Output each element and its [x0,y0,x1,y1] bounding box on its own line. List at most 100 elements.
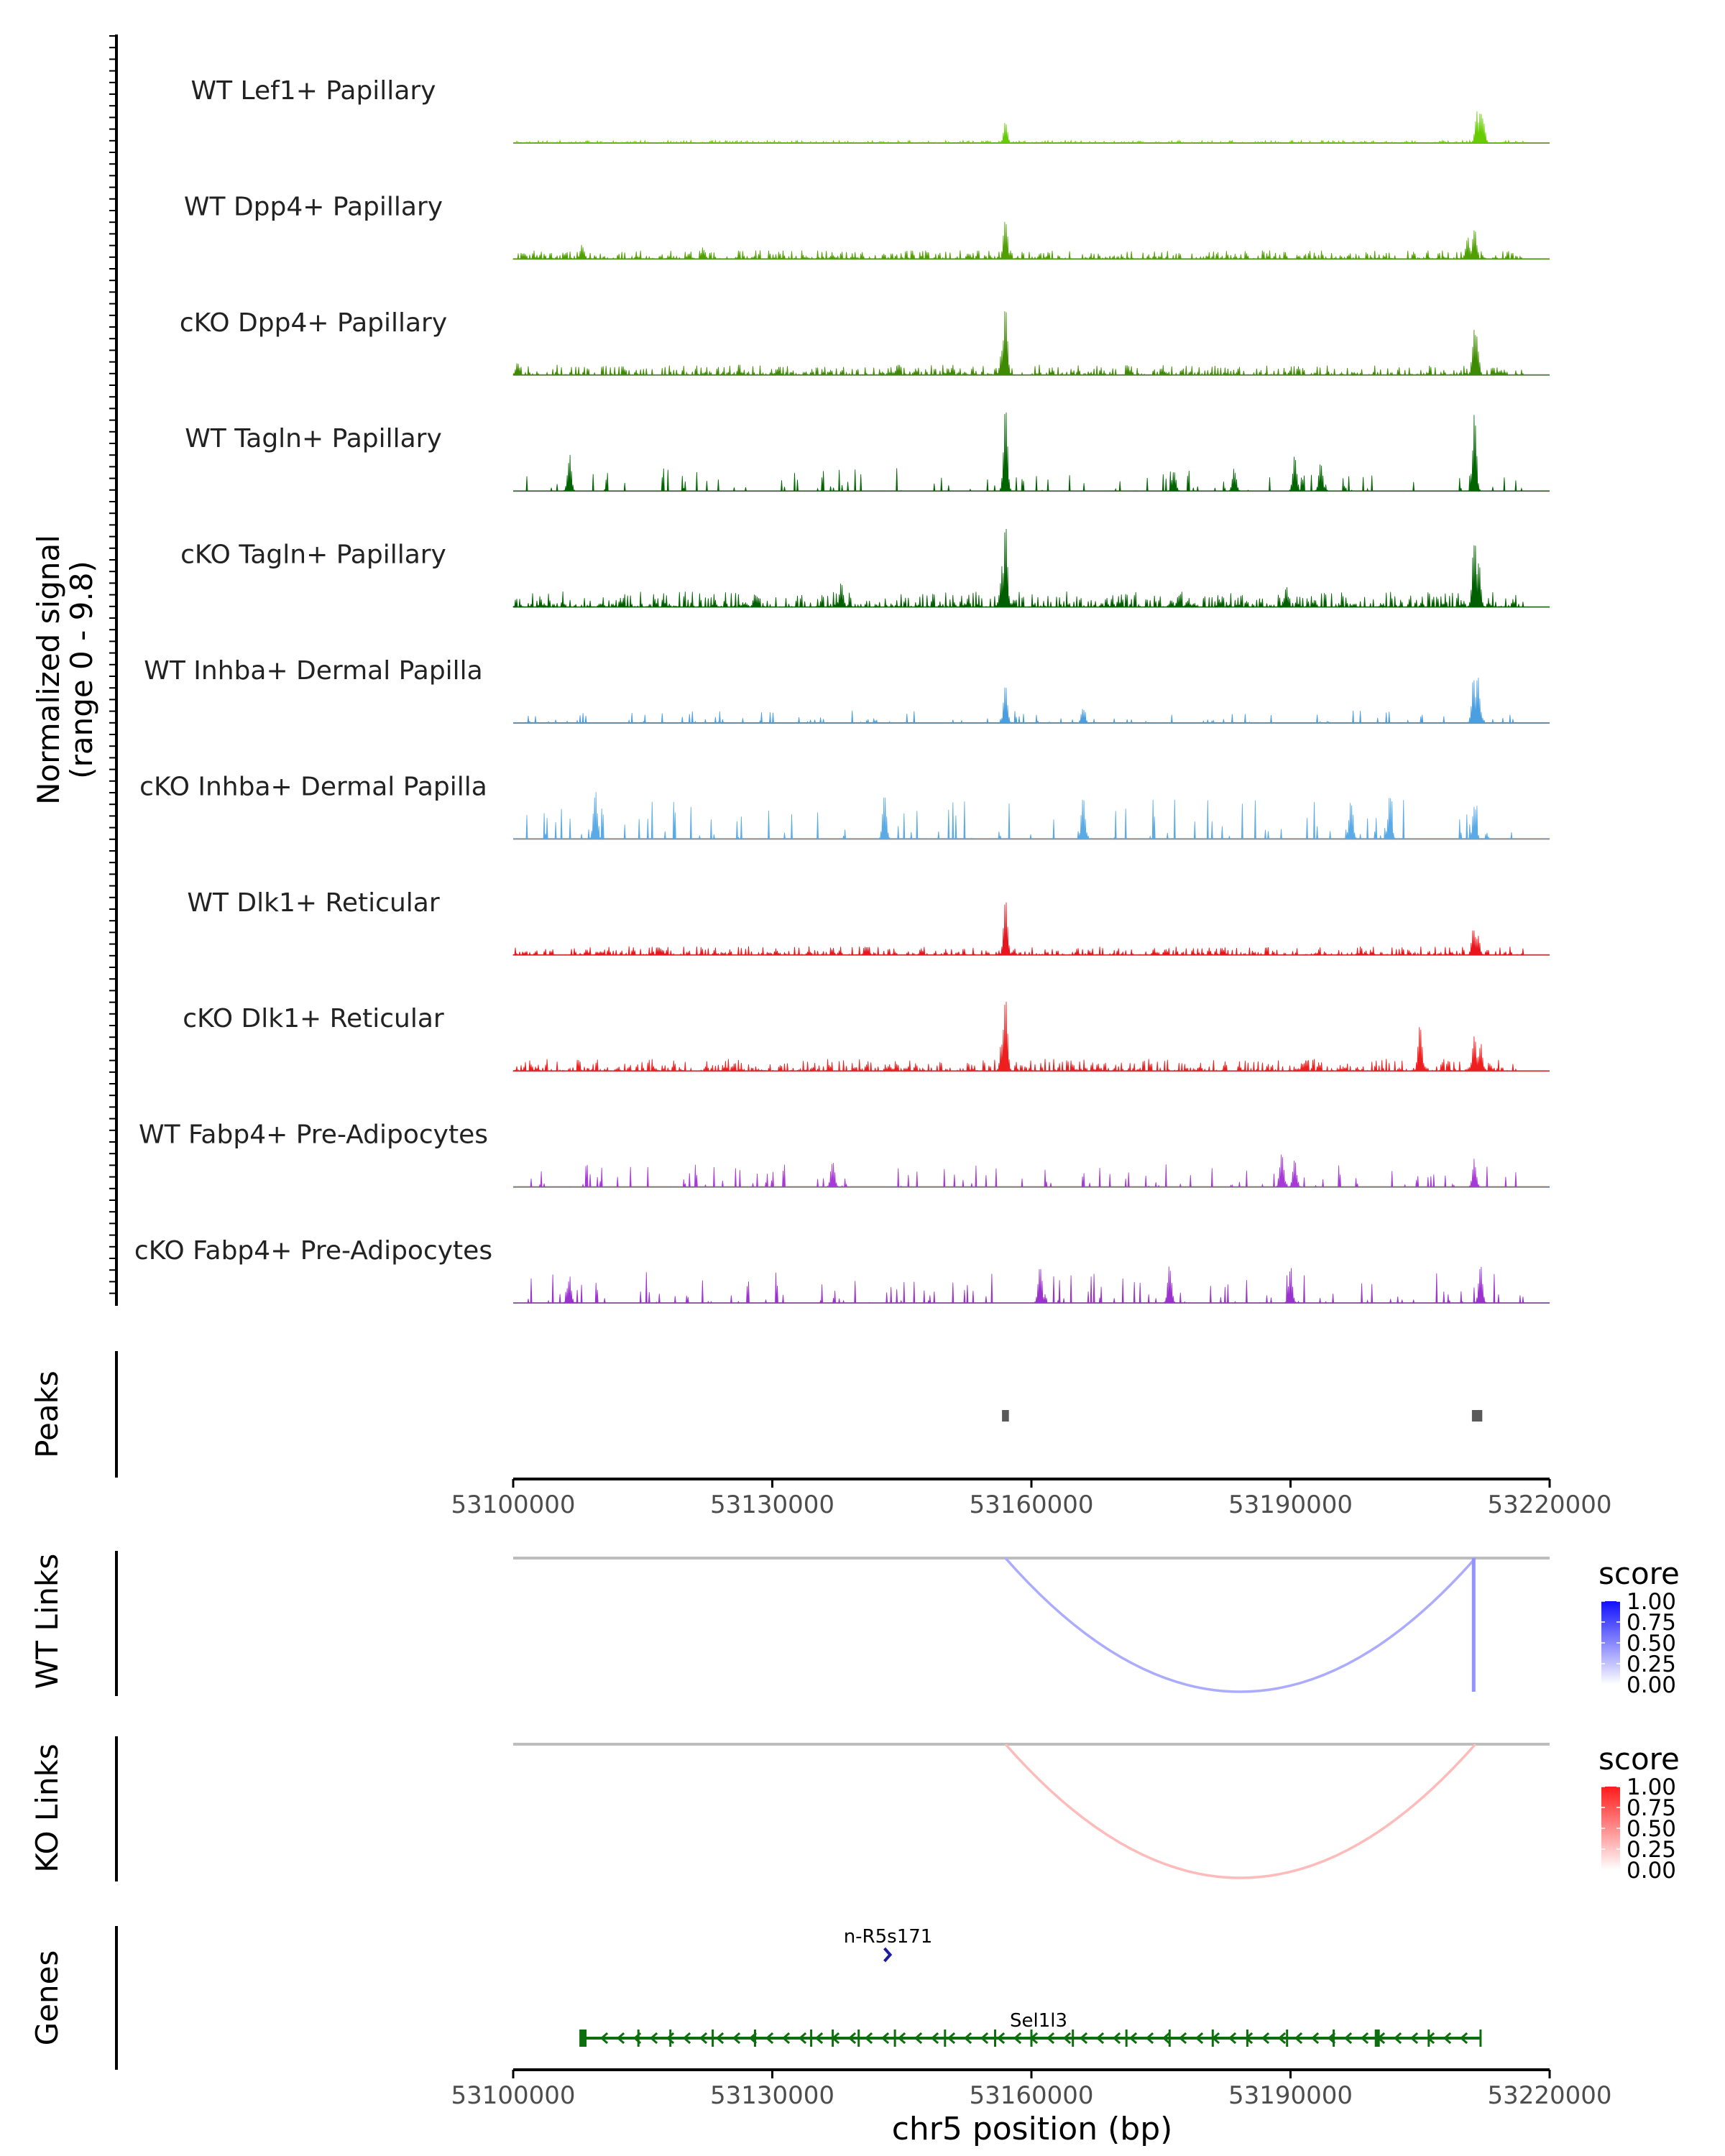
coverage-track: cKO Tagln+ Papillary [180,528,1550,609]
track-label: cKO Tagln+ Papillary [180,540,446,570]
track-label: cKO Inhba+ Dermal Papilla [139,772,487,801]
x-tick-label: 53190000 [1228,2081,1353,2110]
track-label: cKO Dlk1+ Reticular [183,1004,444,1033]
coverage-track: cKO Dpp4+ Papillary [180,308,1550,377]
x-tick-label: 53100000 [451,2081,575,2110]
gene-strand-arrow [1443,2032,1452,2045]
legend-tick-label: 1.00 [1627,1774,1676,1800]
gene-strand-arrow [1393,2032,1402,2045]
signal-area [513,678,1550,724]
y-axis-label: Normalized signal [31,535,66,805]
signal-area [512,311,1550,377]
gene-strand-arrow [883,1947,893,1963]
link-track-label: WT Links [29,1554,65,1689]
gene-strand-arrow [980,2032,989,2045]
legend-tick-label: 0.75 [1627,1795,1676,1821]
gene-strand-arrow [1376,2032,1386,2045]
track-label: cKO Dpp4+ Papillary [180,308,447,338]
signal-area [513,792,1550,840]
gene-models: n-R5s171 Sel1l3 [579,1926,1482,2047]
gene-strand-arrow [831,2032,840,2045]
gene-strand-arrow [1095,2032,1105,2045]
signal-area [513,1266,1550,1304]
track-label: WT Fabp4+ Pre-Adipocytes [139,1120,488,1150]
gene-strand-arrow [1178,2032,1187,2045]
genes-label: Genes [29,1950,65,2046]
coverage-track: WT Tagln+ Papillary [185,412,1550,492]
signal-area [512,902,1550,957]
gene-label: Sel1l3 [1010,2010,1067,2032]
gene-strand-arrow [1162,2032,1171,2045]
gene-strand-arrow [666,2032,675,2045]
legend-tick-label: 0.00 [1627,1858,1676,1884]
legend-tick-label: 0.00 [1627,1672,1676,1698]
gene-strand-arrow [781,2032,791,2045]
coverage-track: cKO Fabp4+ Pre-Adipocytes [134,1236,1550,1304]
x-axis-top: 53100000 53130000 53160000 53190000 53220000 [451,1478,1612,1519]
coverage-track: WT Dpp4+ Papillary [184,192,1550,260]
gene-strand-arrow [732,2032,741,2045]
gene-strand-arrow [1029,2032,1039,2045]
legend-tick-label: 0.25 [1627,1651,1676,1677]
genes-panel: Genes n-R5s171 Sel1l3 [29,1926,1482,2070]
link-arc [1004,1743,1477,1879]
gene-strand-arrow [1343,2032,1353,2045]
gene-strand-arrow [798,2032,807,2045]
peak-regions [1002,1410,1483,1422]
gene-strand-arrow [847,2032,857,2045]
gene-strand-arrow [1409,2032,1419,2045]
gene-strand-arrow [864,2032,873,2045]
gene-strand-arrow [1244,2032,1254,2045]
gene-strand-arrow [1327,2032,1336,2045]
signal-area [513,412,1550,492]
signal-area [512,528,1550,609]
link-arc [1004,1557,1477,1693]
signal-area [512,1001,1550,1072]
gene-strand-arrow [1426,2032,1435,2045]
x-tick-label: 53160000 [969,2081,1093,2110]
y-axis-label-range: (range 0 - 9.8) [64,561,99,779]
gene-strand-arrow [1062,2032,1072,2045]
x-axis-bottom: 53100000 53130000 53160000 53190000 53220000 [451,2068,1612,2110]
legend-tick-label: 0.50 [1627,1631,1676,1657]
x-tick-label: 53190000 [1228,1491,1353,1519]
gene-label: n-R5s171 [844,1926,933,1948]
gene-strand-arrow [1277,2032,1287,2045]
gene-strand-arrow [1228,2032,1237,2045]
gene-strand-arrow [1360,2032,1369,2045]
x-tick-label: 53100000 [451,1491,575,1519]
signal-area [512,111,1550,144]
gene-strand-arrow [1145,2032,1154,2045]
gene-strand-arrow [765,2032,774,2045]
gene-strand-arrow [947,2032,956,2045]
gene-strand-arrow [632,2032,642,2045]
gene-strand-arrow [1128,2032,1138,2045]
x-axis-label: chr5 position (bp) [892,2111,1173,2147]
coverage-y-ticks [109,35,116,1294]
peak-region [1002,1410,1009,1422]
coverage-track: WT Lef1+ Papillary [191,76,1550,144]
legend-tick-label: 1.00 [1627,1589,1676,1615]
gene-strand-arrow [880,2032,890,2045]
gene-strand-arrow [930,2032,939,2045]
coverage-track: WT Inhba+ Dermal Papilla [144,656,1550,724]
gene-strand-arrow [748,2032,758,2045]
gene-strand-arrow [649,2032,658,2045]
coverage-panel: Normalized signal (range 0 - 9.8) WT Lef… [31,34,1550,1306]
gene-strand-arrow [682,2032,691,2045]
coverage-track: cKO Dlk1+ Reticular [183,1001,1550,1072]
coverage-tracks: WT Lef1+ Papillary WT Dpp4+ Papillary cKO … [134,76,1550,1304]
gene-strand-arrow [1294,2032,1303,2045]
coverage-track: cKO Inhba+ Dermal Papilla [139,772,1550,840]
peaks-panel: Peaks [29,1351,1483,1478]
track-label: WT Inhba+ Dermal Papilla [144,656,482,686]
gene-exon [579,2030,587,2047]
track-label: WT Tagln+ Papillary [185,424,442,453]
gene-strand-arrow [1046,2032,1055,2045]
coverage-track: WT Dlk1+ Reticular [187,888,1550,957]
gene-strand-arrow [1211,2032,1220,2045]
legend-tick-label: 0.25 [1627,1837,1676,1863]
track-label: cKO Fabp4+ Pre-Adipocytes [134,1236,492,1266]
signal-area [513,1154,1550,1188]
